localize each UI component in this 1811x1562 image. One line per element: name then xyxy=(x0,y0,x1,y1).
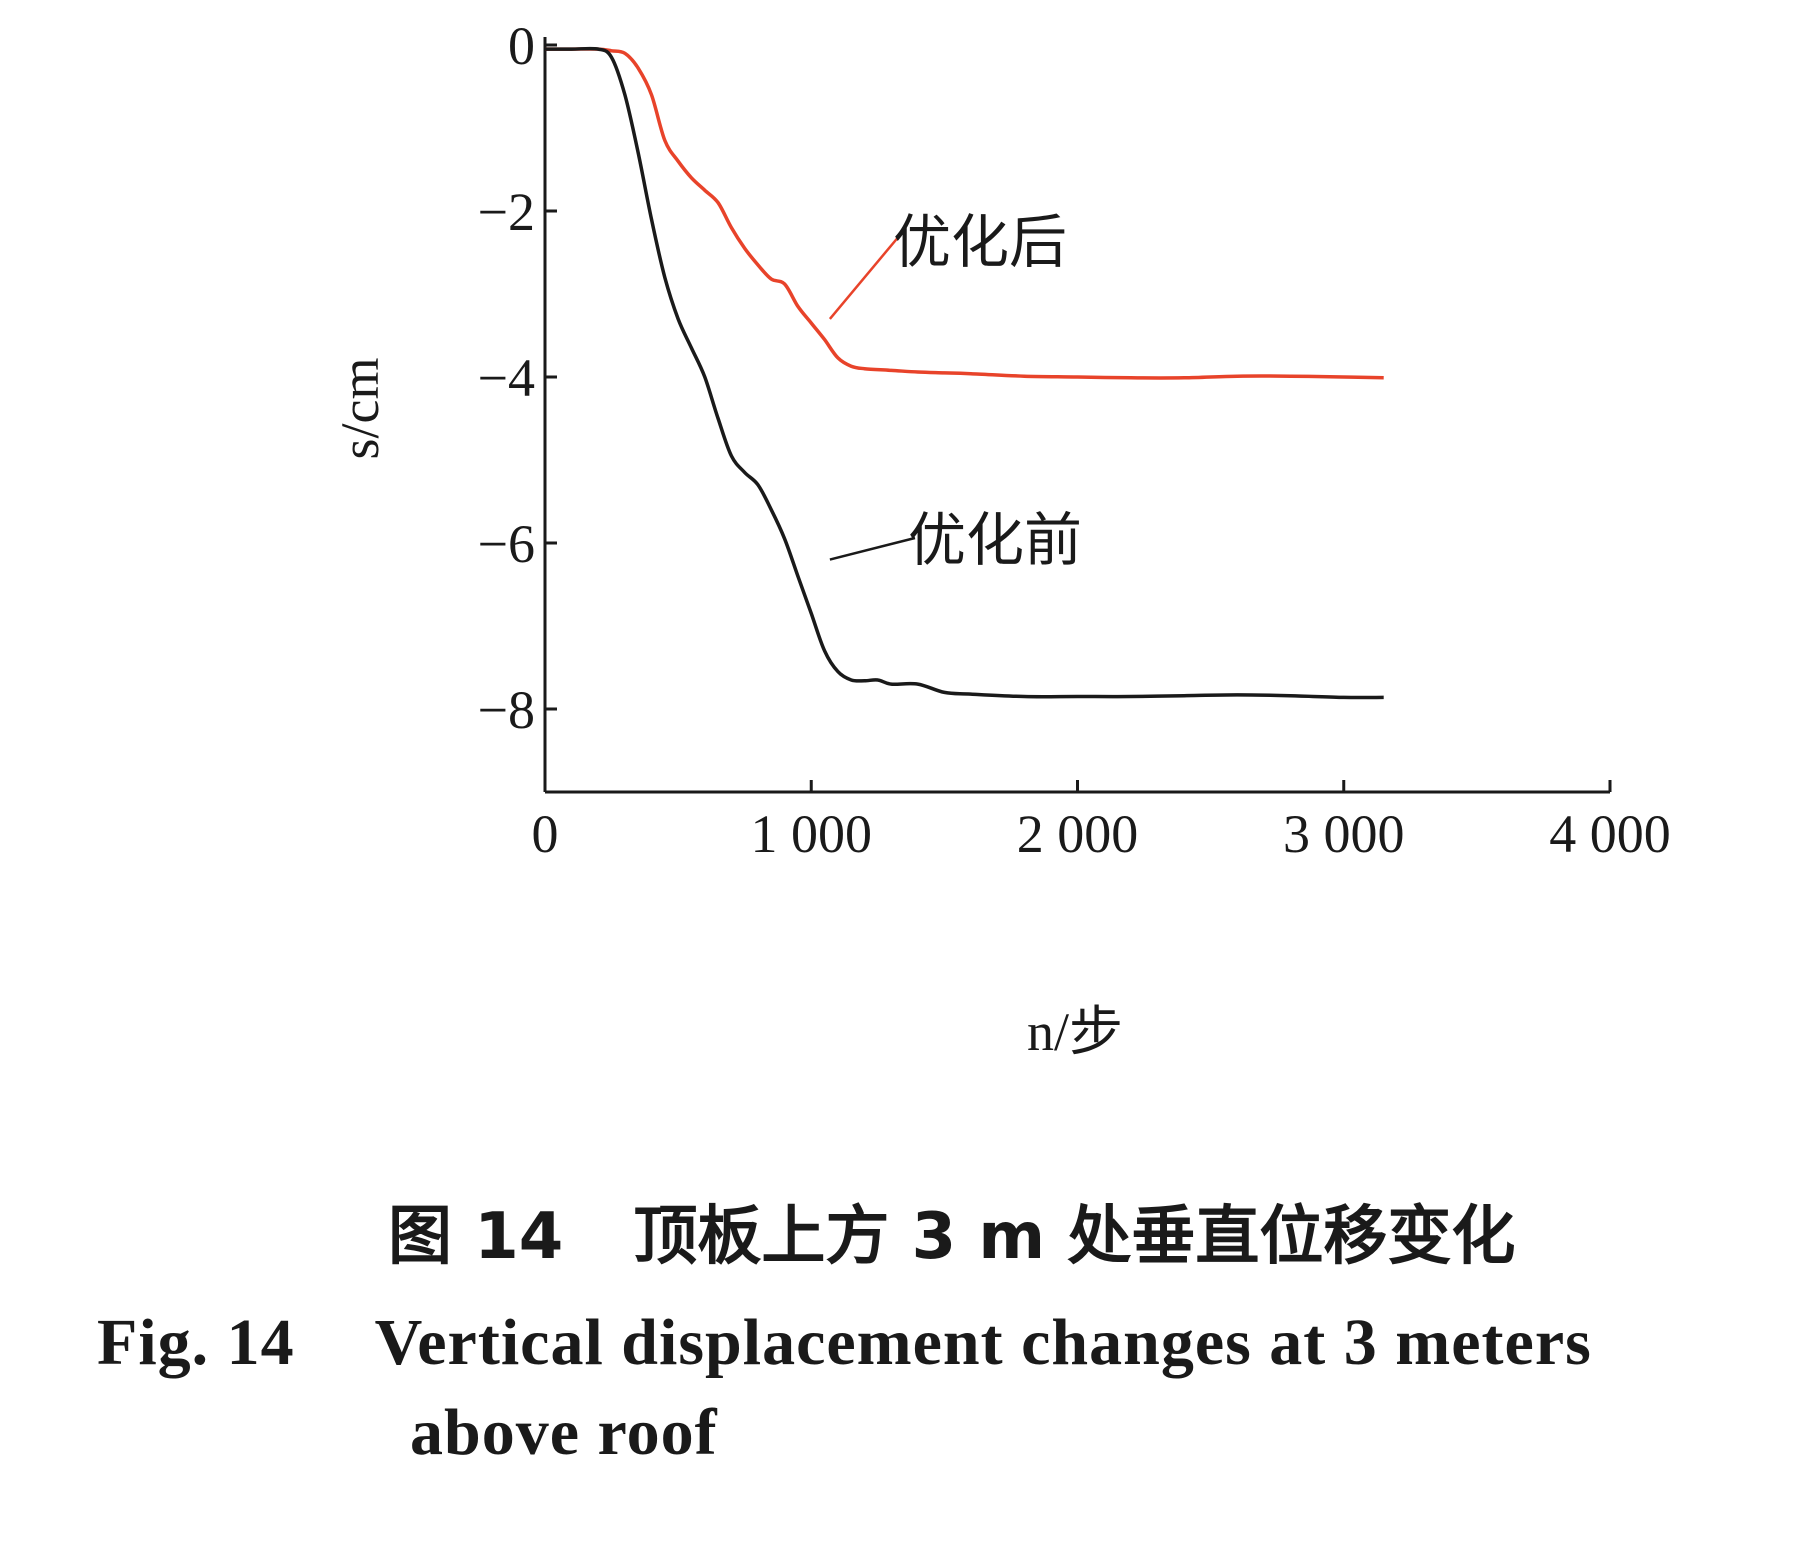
x-axis-label: n/步 xyxy=(1027,1002,1123,1062)
caption-chinese: 图 14 顶板上方 3 m 处垂直位移变化 xyxy=(388,1185,1515,1277)
series-lines xyxy=(545,46,1384,700)
caption-en-figure-number: Fig. 14 xyxy=(97,1306,295,1379)
x-tick-label: 0 xyxy=(532,804,559,864)
caption-cn-figure-number: 图 14 xyxy=(388,1200,564,1274)
line-chart: 0 −2 −4 −6 −8 0 1 000 2 000 3 000 4 000 s/cm n/步 优化… xyxy=(330,16,1671,1062)
caption-english-line-2: above roof xyxy=(410,1395,718,1471)
x-tick-label: 1 000 xyxy=(751,804,873,864)
series-label-2: 优化前 xyxy=(908,506,1082,574)
y-tick-label: −8 xyxy=(478,680,535,740)
series-line-1 xyxy=(545,47,1384,380)
y-axis-label: s/cm xyxy=(330,358,390,460)
y-tick-label: 0 xyxy=(508,16,535,76)
x-tick-label: 3 000 xyxy=(1283,804,1405,864)
y-tick-label: −4 xyxy=(478,348,535,408)
series-leader-line-2 xyxy=(829,536,916,561)
series-leader-line-1 xyxy=(828,234,901,320)
x-tick-label: 2 000 xyxy=(1017,804,1139,864)
caption-cn-title: 顶板上方 3 m 处垂直位移变化 xyxy=(633,1200,1516,1274)
caption-en-title-line-1: Vertical displacement changes at 3 meter… xyxy=(374,1306,1592,1379)
y-tick-label: −6 xyxy=(478,514,535,574)
caption-english-line-1: Fig. 14 Vertical displacement changes at … xyxy=(97,1305,1592,1381)
axes: 0 −2 −4 −6 −8 0 1 000 2 000 3 000 4 000 xyxy=(478,16,1671,864)
series-line-2 xyxy=(545,46,1384,700)
x-tick-label: 4 000 xyxy=(1549,804,1671,864)
series-label-1: 优化后 xyxy=(893,208,1067,276)
caption-en-title-line-2: above roof xyxy=(410,1396,718,1469)
y-tick-label: −2 xyxy=(478,182,535,242)
